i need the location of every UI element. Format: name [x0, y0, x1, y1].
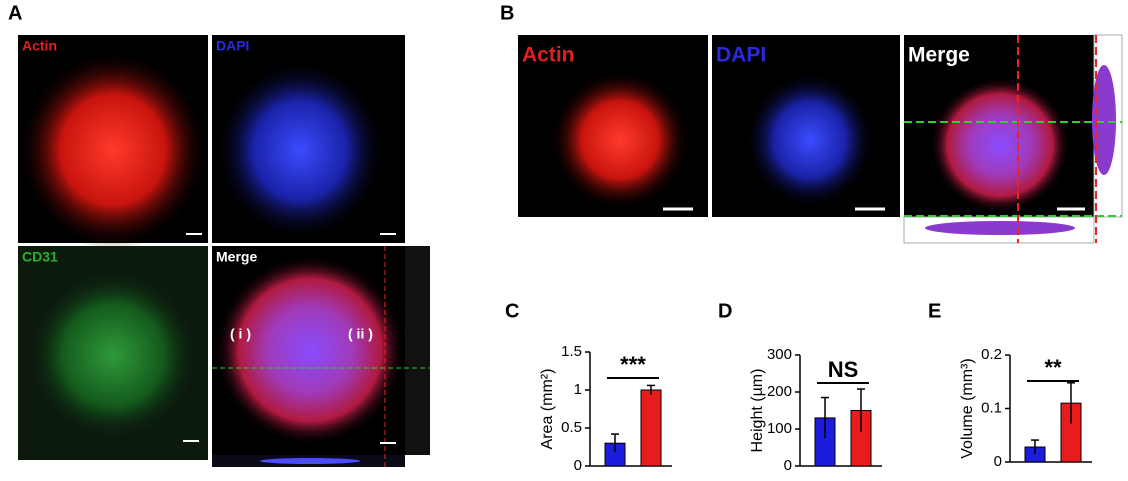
image-label: Merge — [216, 249, 257, 265]
y-tick-label: 1.5 — [561, 343, 582, 360]
image-blob — [745, 72, 875, 208]
image-blob — [28, 270, 198, 440]
panel-label: E — [928, 300, 941, 322]
y-tick-label: 0 — [994, 453, 1002, 470]
y-tick-label: 300 — [767, 346, 792, 363]
image-label: DAPI — [716, 44, 766, 67]
panel-label: D — [718, 300, 732, 322]
significance-label: *** — [620, 352, 646, 377]
panel-label: A — [8, 2, 22, 24]
scale-bars — [183, 233, 396, 444]
y-axis-label: Height (µm) — [749, 369, 766, 453]
y-tick-label: 0.2 — [981, 346, 1002, 363]
side-blob — [1092, 65, 1116, 175]
y-tick-label: 100 — [767, 420, 792, 437]
image-blob — [215, 60, 385, 240]
y-tick-label: 0 — [574, 457, 582, 474]
image-blob — [930, 77, 1070, 213]
image-label: Actin — [522, 44, 575, 67]
image-label: CD31 — [22, 249, 58, 265]
image-blob — [215, 255, 405, 445]
y-axis-label: Area (mm²) — [539, 369, 556, 450]
image-label: DAPI — [216, 38, 249, 54]
y-tick-label: 0.5 — [561, 419, 582, 436]
significance-label: ** — [1044, 355, 1062, 380]
panel-a: A Actin DAPI CD31 Merge ( i ) ( ii ) — [8, 2, 430, 467]
bar — [640, 389, 662, 467]
bottom-blob — [260, 458, 360, 464]
y-tick-label: 0 — [784, 457, 792, 474]
panel-label: C — [505, 300, 519, 322]
image-label: Merge — [908, 44, 970, 67]
y-tick-label: 1 — [574, 381, 582, 398]
panel-b: B Actin DAPI Merge — [500, 2, 1123, 244]
y-tick-label: 0.1 — [981, 399, 1002, 416]
y-axis-label: Volume (mm³) — [959, 358, 976, 458]
annotation: ( ii ) — [348, 326, 373, 342]
image-label: Actin — [22, 38, 57, 54]
annotation: ( i ) — [230, 326, 251, 342]
image-blob — [550, 70, 690, 210]
image-blob — [18, 50, 208, 250]
y-tick-label: 200 — [767, 383, 792, 400]
significance-label: NS — [828, 357, 859, 382]
panel-label: B — [500, 2, 514, 24]
side-view — [405, 246, 430, 455]
bottom-blob — [925, 221, 1075, 235]
